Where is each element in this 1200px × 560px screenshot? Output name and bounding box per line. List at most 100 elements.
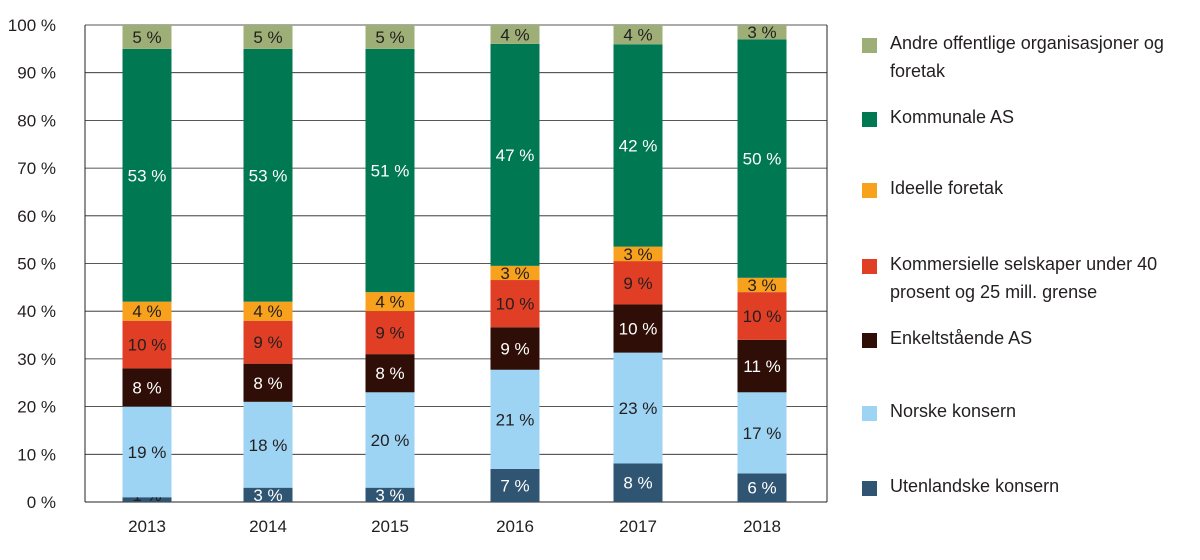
bar-segment [490, 265, 540, 281]
data-label: 8 % [132, 379, 161, 398]
x-tick-label: 2014 [249, 517, 287, 536]
legend-swatch [862, 259, 877, 274]
y-tick-label: 20 % [17, 398, 56, 417]
data-label: 9 % [253, 333, 282, 352]
data-label: 3 % [623, 245, 652, 264]
legend-swatch [862, 333, 877, 348]
data-label: 9 % [500, 340, 529, 359]
x-tick-label: 2018 [743, 517, 781, 536]
bar-segment [490, 327, 540, 370]
bar-segment [122, 406, 172, 498]
bar-segment [243, 301, 293, 321]
stacked-bar-chart: 0 % 10 % 20 % 30 % 40 % 50 % 60 % 70 % 80 % 90 % 1… [8, 16, 828, 536]
bar-segment [490, 280, 540, 328]
data-label: 18 % [249, 436, 288, 455]
legend-item: Andre offentlige organisasjoner og foret… [862, 33, 1200, 85]
bar-segment [365, 48, 415, 293]
data-label: 9 % [623, 274, 652, 293]
x-tick-label: 2015 [371, 517, 409, 536]
legend-swatch [862, 406, 877, 421]
bar-segment [243, 25, 293, 49]
bar-segment [122, 497, 172, 502]
bar-segment [737, 473, 787, 502]
data-label: 53 % [128, 166, 167, 185]
data-label: 8 % [623, 474, 652, 493]
bar-segment [122, 25, 172, 49]
bar-segment [365, 487, 415, 502]
data-label: 4 % [623, 26, 652, 45]
data-label: 10 % [128, 336, 167, 355]
data-label: 3 % [253, 486, 282, 505]
bar-segment [243, 48, 293, 302]
bar-segment [365, 392, 415, 488]
y-tick-label: 70 % [17, 159, 56, 178]
data-label: 8 % [375, 364, 404, 383]
x-tick-label: 2016 [496, 517, 534, 536]
x-tick-label: 2017 [619, 517, 657, 536]
y-tick-label: 90 % [17, 64, 56, 83]
legend-item: Enkeltstående AS [862, 328, 1200, 352]
bar-segment [737, 392, 787, 474]
data-label: 4 % [253, 302, 282, 321]
bar-segment [122, 320, 172, 369]
legend-swatch [862, 38, 877, 53]
bar-segment [490, 369, 540, 469]
legend-item: Utenlandske konsern [862, 476, 1200, 500]
legend-swatch [862, 481, 877, 496]
data-label: 20 % [371, 431, 410, 450]
bar-segment [365, 25, 415, 49]
bar-segment [365, 354, 415, 393]
data-label: 53 % [249, 166, 288, 185]
bar-segment [122, 48, 172, 302]
legend-item: Kommunale AS [862, 107, 1200, 131]
bar-segment [613, 352, 663, 464]
data-label: 9 % [375, 324, 404, 343]
bar-segment [490, 43, 540, 266]
bar-segment [737, 277, 787, 293]
data-label: 3 % [747, 23, 776, 42]
bar-segment [613, 246, 663, 262]
data-label: 3 % [747, 276, 776, 295]
bar-segment [613, 261, 663, 305]
data-label: 4 % [500, 25, 529, 44]
legend-label: Norske konsern [890, 401, 1017, 421]
y-tick-label: 50 % [17, 255, 56, 274]
bar-segment [613, 44, 663, 247]
y-tick-label: 40 % [17, 302, 56, 321]
legend-item: Norske konsern [862, 401, 1200, 425]
data-label: 11 % [743, 357, 781, 376]
data-label: 10 % [496, 295, 535, 314]
bar-segment [613, 463, 663, 502]
data-label: 7 % [500, 476, 529, 495]
bar-segment [243, 320, 293, 364]
data-label: 10 % [619, 320, 658, 339]
legend-item: Ideelle foretak [862, 178, 1200, 202]
y-tick-label: 0 % [27, 493, 56, 512]
data-label: 4 % [375, 293, 404, 312]
y-tick-label: 100 % [8, 16, 56, 35]
legend-swatch [862, 112, 877, 127]
data-label: 47 % [496, 146, 535, 165]
y-tick-label: 10 % [17, 445, 56, 464]
legend-item: Kommersielle selskaper under 40 prosent … [862, 254, 1200, 306]
bar-segment [737, 339, 787, 393]
bar-segment [243, 401, 293, 488]
legend-swatch [862, 183, 877, 198]
y-tick-label: 80 % [17, 111, 56, 130]
data-label: 5 % [132, 28, 161, 47]
data-label: 23 % [619, 399, 658, 418]
legend-label: Andre offentlige organisasjoner og foret… [890, 33, 1164, 81]
bar-segment [737, 292, 787, 340]
data-label: 5 % [253, 28, 282, 47]
legend-label: Ideelle foretak [890, 178, 1004, 198]
bar-segment [365, 311, 415, 355]
bar-segment [490, 468, 540, 502]
data-label: 17 % [743, 424, 782, 443]
data-label: 21 % [496, 410, 535, 429]
data-label: 4 % [132, 302, 161, 321]
bar-segment [122, 301, 172, 321]
y-tick-label: 30 % [17, 350, 56, 369]
bar-segment [122, 368, 172, 407]
bar-segment [737, 25, 787, 40]
bar-segment [243, 363, 293, 402]
